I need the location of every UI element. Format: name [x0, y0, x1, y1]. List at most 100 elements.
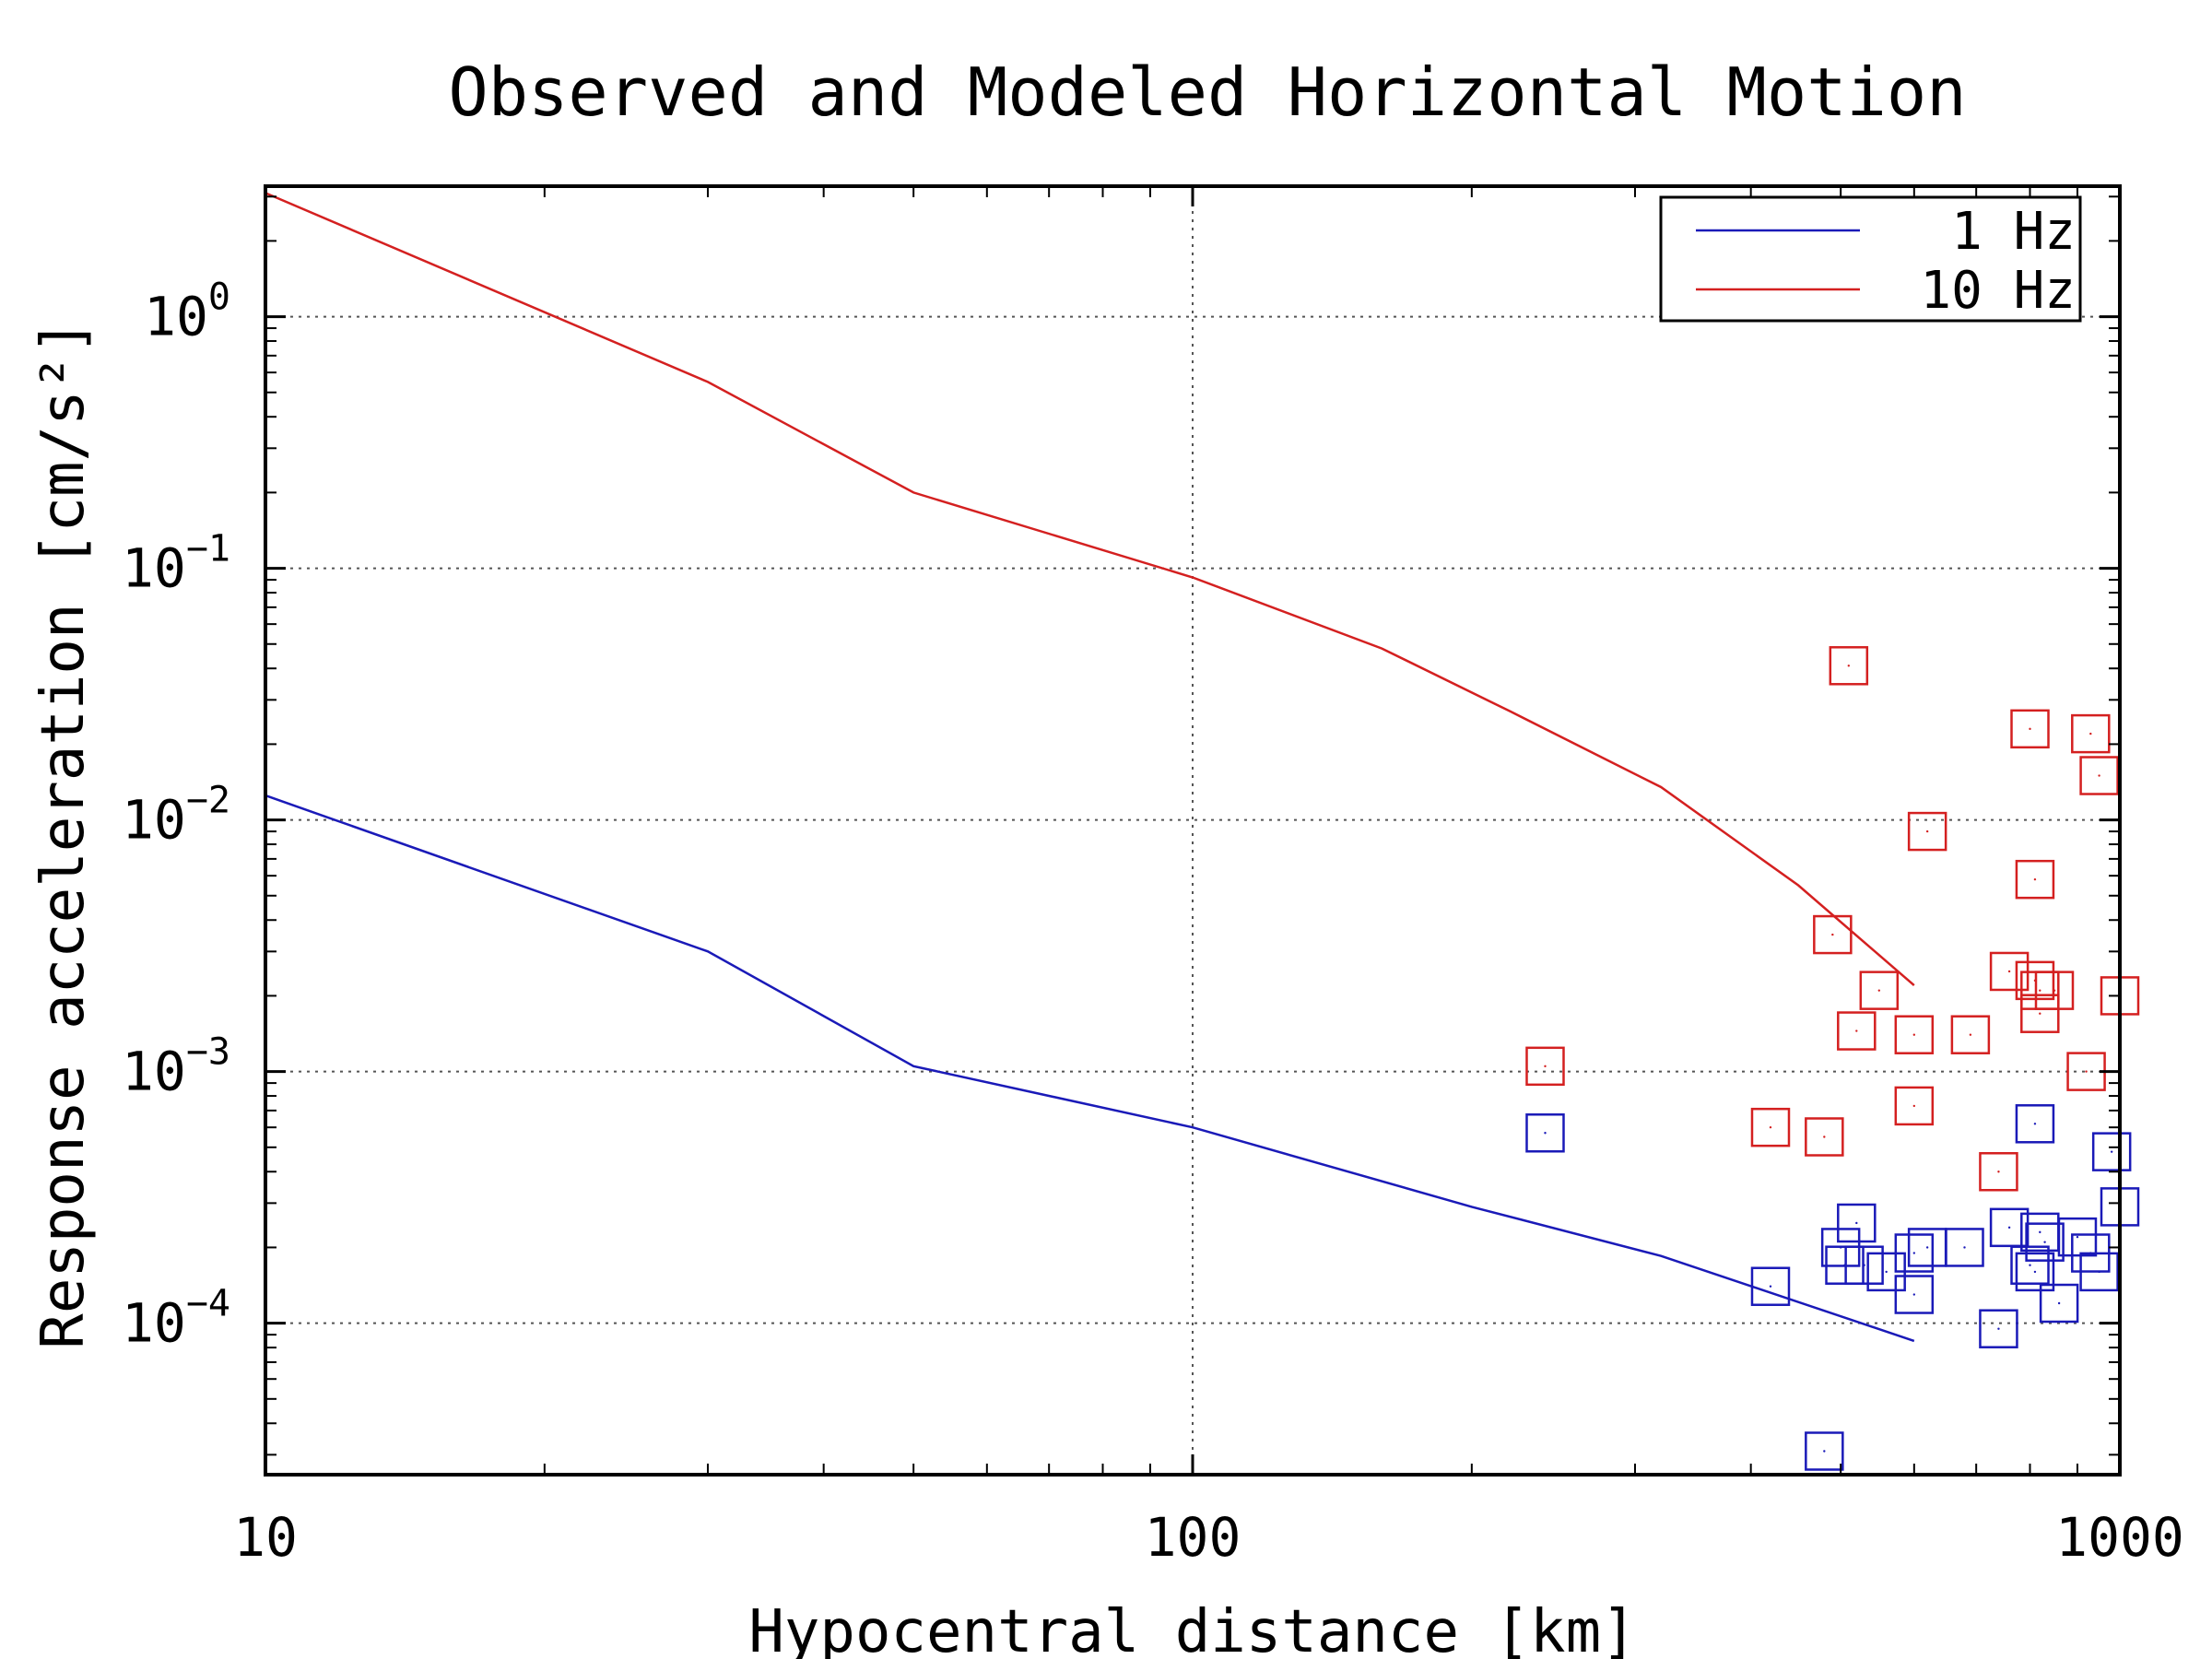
- x-tick-label: 100: [1145, 1506, 1241, 1569]
- observed-marker: [1805, 1117, 1844, 1157]
- y-tick-exponent: −2: [186, 780, 230, 822]
- y-tick-label: 100: [144, 276, 230, 348]
- observed-marker: [2025, 1222, 2065, 1262]
- plot-frame: [264, 184, 2122, 1477]
- observed-marker: [1979, 1152, 2018, 1192]
- y-tick-exponent: −1: [186, 528, 230, 571]
- observed-marker: [1894, 1233, 1935, 1273]
- observed-marker-center: [1912, 1252, 1916, 1254]
- observed-marker: [2091, 1132, 2132, 1171]
- observed-marker-center: [1877, 989, 1881, 992]
- observed-marker: [2015, 859, 2055, 900]
- y-tick-label: 10−2: [122, 780, 230, 852]
- observed-marker-center: [1925, 1246, 1929, 1249]
- y-tick-base: 10: [122, 1041, 186, 1103]
- observed-marker: [2020, 994, 2060, 1033]
- observed-marker-center: [2039, 989, 2041, 992]
- series-line-0: [265, 794, 1915, 1343]
- observed-marker: [2010, 1245, 2050, 1285]
- observed-marker-center: [1544, 1065, 1547, 1068]
- observed-marker: [2071, 713, 2111, 754]
- observed-marker-center: [1912, 1104, 1916, 1108]
- y-tick-base: 10: [144, 286, 208, 348]
- observed-marker-center: [2098, 1270, 2100, 1274]
- y-tick-base: 10: [122, 1292, 186, 1355]
- observed-marker-center: [1544, 1132, 1547, 1135]
- observed-marker: [2079, 1252, 2119, 1292]
- observed-marker: [1829, 646, 1869, 686]
- observed-marker: [2015, 1104, 2055, 1144]
- observed-marker: [1979, 1309, 2018, 1348]
- observed-marker-center: [2039, 1230, 2041, 1234]
- observed-marker-center: [2098, 774, 2100, 777]
- observed-marker-center: [2039, 1012, 2041, 1015]
- observed-marker: [1750, 1107, 1791, 1147]
- y-tick-label: 10−1: [122, 528, 230, 600]
- observed-marker-center: [2110, 1150, 2113, 1153]
- observed-marker: [1525, 1046, 1565, 1087]
- legend-label-1hz: 1 Hz: [1951, 202, 2076, 262]
- observed-marker-center: [1823, 1135, 1826, 1138]
- y-tick-label: 10−4: [122, 1283, 230, 1355]
- observed-marker: [1894, 1086, 1935, 1126]
- y-tick-exponent: −3: [186, 1031, 230, 1074]
- observed-marker-center: [1847, 665, 1851, 667]
- observed-marker: [2015, 1252, 2055, 1292]
- observed-marker-center: [1863, 1264, 1865, 1266]
- y-tick-base: 10: [122, 789, 186, 852]
- observed-marker: [1950, 1015, 1991, 1054]
- grid: [265, 186, 2120, 1475]
- observed-marker-center: [2007, 970, 2011, 973]
- observed-marker-center: [2057, 1301, 2061, 1305]
- observed-marker-center: [2033, 1270, 2037, 1274]
- observed-marker-center: [2029, 1264, 2031, 1266]
- x-axis-label: Hypocentral distance [km]: [748, 1598, 1636, 1659]
- y-axis-label: Response acceleration [cm/s²]: [29, 319, 98, 1348]
- observed-marker-center: [1969, 1033, 1972, 1036]
- observed-marker: [1750, 1266, 1791, 1306]
- observed-marker-center: [1997, 1327, 2000, 1330]
- observed-marker-center: [1855, 1221, 1858, 1225]
- observed-marker: [1844, 1245, 1884, 1285]
- series-layer: [265, 192, 2140, 1471]
- observed-marker: [2010, 709, 2050, 749]
- y-tick-base: 10: [122, 537, 186, 600]
- observed-marker: [1837, 1011, 1877, 1051]
- observed-marker-center: [1912, 1033, 1916, 1036]
- observed-marker-center: [1925, 830, 1929, 833]
- y-tick-exponent: −4: [186, 1283, 230, 1325]
- observed-marker: [1859, 971, 1900, 1010]
- legend-label-10hz: 10 Hz: [1920, 261, 2076, 321]
- chart-title: Observed and Modeled Horizontal Motion: [448, 53, 1966, 131]
- observed-marker-center: [2033, 877, 2037, 881]
- series-line-1: [265, 192, 1915, 987]
- observed-marker: [2034, 971, 2075, 1010]
- observed-marker: [1813, 914, 1853, 955]
- x-tick-label: 10: [233, 1506, 298, 1569]
- observed-marker-center: [2085, 1070, 2088, 1073]
- observed-marker: [2079, 756, 2119, 795]
- observed-marker-center: [1997, 1171, 2000, 1173]
- observed-marker: [2057, 1217, 2098, 1257]
- observed-marker: [2039, 1283, 2079, 1324]
- observed-marker-center: [2076, 1235, 2079, 1239]
- y-tick-label: 10−3: [122, 1031, 230, 1103]
- observed-marker: [1945, 1228, 1984, 1267]
- observed-marker-center: [1769, 1125, 1772, 1129]
- legend-box: [1659, 195, 2082, 323]
- observed-marker: [1525, 1113, 1565, 1153]
- observed-marker-center: [1769, 1285, 1772, 1288]
- observed-marker-center: [2029, 727, 2031, 731]
- observed-marker-center: [2043, 1241, 2046, 1243]
- observed-marker-center: [1831, 933, 1834, 936]
- observed-marker-center: [1885, 1270, 1888, 1274]
- observed-marker-center: [2053, 989, 2056, 992]
- observed-marker: [1989, 1207, 2030, 1248]
- observed-marker-center: [2007, 1226, 2011, 1230]
- observed-marker-center: [1823, 1450, 1826, 1453]
- observed-marker-center: [2089, 732, 2092, 735]
- y-tick-exponent: 0: [208, 276, 230, 319]
- observed-marker: [1894, 1015, 1935, 1054]
